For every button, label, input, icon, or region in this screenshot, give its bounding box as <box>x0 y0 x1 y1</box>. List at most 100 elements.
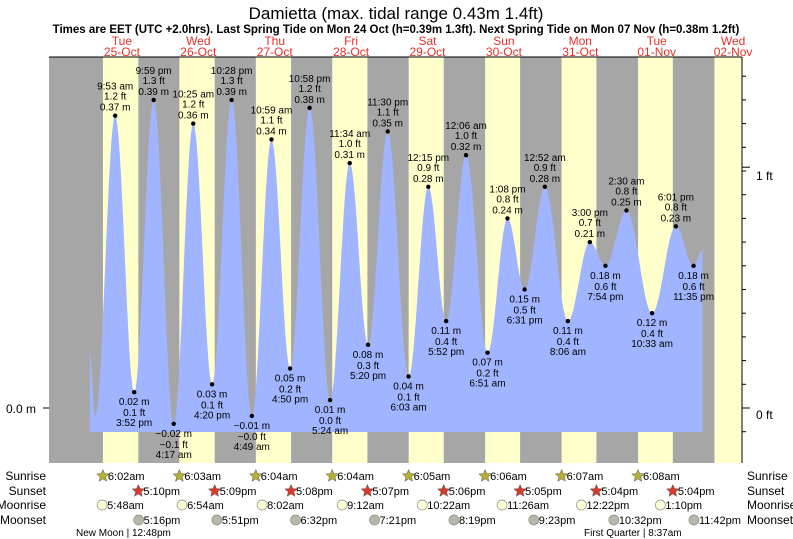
high-tide-point <box>673 224 679 229</box>
tide-time-label: 11:34 am <box>329 129 370 140</box>
low-tide-point <box>249 413 255 419</box>
tide-m-label: 0.24 m <box>492 205 523 216</box>
row-label-moonrise-right: Moonrise <box>747 498 793 512</box>
sunrise-time: 6:05am <box>414 471 451 483</box>
day-label-dow: Thu <box>264 34 285 48</box>
tide-m-label: 0.04 m <box>393 381 424 392</box>
row-label-sunset-right: Sunset <box>747 484 785 498</box>
tide-m-label: 0.23 m <box>661 213 692 224</box>
low-tide-point <box>649 311 655 316</box>
tide-ft-label: 1.1 ft <box>377 108 399 119</box>
moonrise-icon <box>655 499 666 511</box>
sunrise-icon <box>401 468 416 482</box>
moonset-icon <box>608 514 620 526</box>
day-label-date: 02-Nov <box>714 45 753 59</box>
tide-ft-label: 0.4 ft <box>641 329 663 340</box>
sun-moon-rows: Sunrise Sunset Moonrise Moonset Sunrise … <box>0 468 793 539</box>
tide-ft-label: 0.4 ft <box>435 337 457 348</box>
row-label-moonset-left: Moonset <box>0 513 47 527</box>
moonset-icon <box>211 514 223 526</box>
moonset-icon <box>133 514 145 526</box>
day-labels: Tue25-OctWed26-OctThu27-OctFri28-OctSat2… <box>104 34 753 59</box>
high-tide-point <box>426 184 431 189</box>
chart-title: Damietta (max. tidal range 0.43m 1.4ft) <box>249 4 544 23</box>
tide-m-label: 0.18 m <box>678 271 709 282</box>
tide-m-label: 0.02 m <box>119 397 150 408</box>
moonset-time: 5:51pm <box>222 515 259 527</box>
tide-ft-label: 0.2 ft <box>279 385 301 396</box>
tide-time-label: 10:59 am <box>251 105 293 116</box>
tide-m-label: 0.35 m <box>372 119 403 130</box>
sunset-icon <box>436 483 451 497</box>
moonrise-time: 1:10pm <box>665 500 702 512</box>
tide-time-label: 6:01 pm <box>658 192 694 203</box>
tide-time-label: 4:49 am <box>234 442 270 453</box>
tide-m-label: 0.15 m <box>509 295 540 306</box>
tide-m-label: 0.28 m <box>530 174 561 185</box>
day-label-date: 27-Oct <box>257 45 294 59</box>
right-axis-label-0ft: 0 ft <box>756 408 773 422</box>
day-label-date: 25-Oct <box>104 45 141 59</box>
tide-ft-label: 1.2 ft <box>182 100 204 111</box>
tide-time-label: 8:06 am <box>550 347 586 358</box>
tide-time-label: 9:59 pm <box>136 66 172 77</box>
tide-m-label: 0.31 m <box>334 150 365 161</box>
low-tide-point <box>443 318 449 324</box>
tide-m-label: 0.12 m <box>637 318 668 329</box>
high-tide-point <box>385 129 390 134</box>
sunrise-time: 6:04am <box>337 471 374 483</box>
tide-time-label: 5:20 pm <box>350 371 386 382</box>
tide-m-label: 0.03 m <box>197 389 228 400</box>
tide-m-label: 0.28 m <box>413 174 444 185</box>
sunset-time: 5:10pm <box>143 486 180 498</box>
tide-ft-label: 0.7 ft <box>579 218 601 229</box>
sunrise-icon <box>96 468 110 482</box>
moonset-time: 9:23pm <box>539 515 576 527</box>
low-tide-point <box>603 263 608 268</box>
row-label-moonset-right: Moonset <box>747 513 793 527</box>
tide-m-label: 0.21 m <box>575 229 606 240</box>
low-tide-point <box>565 318 571 324</box>
sunrise-icon <box>631 468 645 482</box>
tide-time-label: 3:00 pm <box>572 208 608 219</box>
day-label-date: 31-Oct <box>562 45 599 59</box>
tide-m-label: 0.07 m <box>472 358 503 369</box>
sunset-time: 5:08pm <box>296 486 333 498</box>
high-tide-point <box>505 216 510 221</box>
moonset-icon <box>688 514 700 526</box>
tide-time-label: 10:33 am <box>631 339 673 350</box>
tide-m-label: 0.36 m <box>178 111 209 122</box>
sunset-icon <box>131 483 146 497</box>
tide-time-label: 9:53 am <box>97 82 133 93</box>
day-label-date: 01-Nov <box>637 45 676 59</box>
sunset-time: 5:04pm <box>678 486 715 498</box>
low-tide-point <box>691 263 696 268</box>
moonset-icon <box>369 514 380 526</box>
low-tide-point <box>327 397 333 403</box>
high-tide-point <box>229 97 234 103</box>
tide-ft-label: 0.8 ft <box>615 187 637 198</box>
sunset-time: 5:05pm <box>525 486 562 498</box>
day-label-dow: Sat <box>418 34 437 48</box>
chart-subtitle: Times are EET (UTC +2.0hrs). Last Spring… <box>53 24 740 36</box>
day-label-date: 28-Oct <box>333 45 370 59</box>
sunrise-time: 6:08am <box>643 471 680 483</box>
tide-ft-label: −0.1 ft <box>160 440 188 451</box>
tide-m-label: 0.25 m <box>611 198 642 209</box>
low-tide-point <box>485 350 490 355</box>
tide-time-label: 6:03 am <box>390 402 426 413</box>
tide-m-label: 0.05 m <box>275 374 306 385</box>
tide-ft-label: 1.2 ft <box>104 92 126 103</box>
tide-ft-label: 0.3 ft <box>357 361 379 372</box>
sunset-icon <box>589 483 604 497</box>
tide-m-label: −0.01 m <box>234 421 270 432</box>
moonrise-time: 8:02am <box>267 500 304 512</box>
tide-time-label: 10:25 am <box>172 90 214 101</box>
sunrise-icon <box>478 468 492 482</box>
tide-ft-label: 1.1 ft <box>260 115 282 126</box>
tide-time-label: 2:30 am <box>608 177 644 188</box>
moonrise-time: 12:22pm <box>586 500 629 512</box>
sunrise-icon <box>248 468 263 482</box>
moon-phase-new-moon: New Moon | 12:48pm <box>76 528 171 539</box>
tide-ft-label: 1.3 ft <box>220 76 242 87</box>
